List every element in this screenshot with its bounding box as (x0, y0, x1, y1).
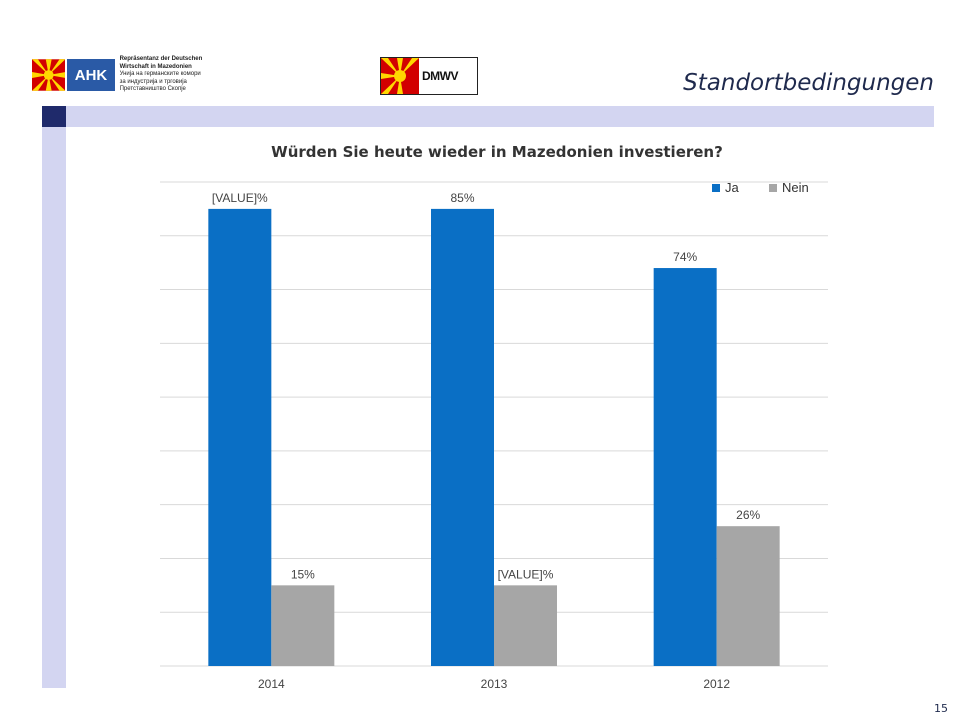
legend-swatch-ja (712, 184, 720, 192)
dmwv-flag-icon (381, 58, 419, 94)
ahk-description: Repräsentanz der Deutschen Wirtschaft in… (120, 56, 208, 94)
page-number: 15 (934, 702, 948, 715)
legend-swatch-nein (769, 184, 777, 192)
ahk-line: Wirtschaft in Mazedonien (119, 63, 192, 70)
x-tick-label: 2012 (703, 677, 730, 691)
dmwv-wordmark: DMWV (422, 69, 459, 83)
x-tick-label: 2014 (258, 677, 285, 691)
legend-label-ja: Ja (725, 180, 740, 195)
ahk-line: Repräsentanz der Deutschen (119, 56, 203, 63)
bar-nein-2012 (716, 526, 780, 666)
left-accent-strip (42, 106, 66, 688)
data-label-ja-2012: 74% (673, 250, 697, 264)
legend-label-nein: Nein (782, 180, 809, 195)
x-tick-label: 2013 (481, 677, 508, 691)
ahk-line: Претставништво Скопје (119, 86, 186, 93)
bar-nein-2014 (271, 585, 335, 666)
ahk-wordmark: AHK (67, 59, 115, 91)
bar-ja-2012 (653, 268, 717, 666)
data-label-nein-2013: [VALUE]% (498, 567, 554, 581)
bar-nein-2013 (494, 585, 557, 666)
data-label-nein-2014: 15% (291, 567, 315, 581)
bar-ja-2013 (431, 208, 494, 666)
data-label-ja-2013: 85% (450, 191, 474, 205)
ahk-line: за индустрија и трговија (119, 78, 187, 85)
slide-title: Standortbedingungen (683, 70, 934, 96)
data-label-nein-2012: 26% (736, 508, 760, 522)
bar-ja-2014 (208, 208, 272, 666)
ahk-line: Унија на германските комори (119, 71, 201, 78)
data-label-ja-2014: [VALUE]% (212, 191, 268, 205)
corner-square (42, 106, 66, 127)
ahk-logo: AHK Repräsentanz der Deutschen Wirtschaf… (32, 56, 208, 94)
macedonia-flag-icon (32, 59, 66, 91)
header-band (42, 106, 934, 127)
chart-title: Würden Sie heute wieder in Mazedonien in… (271, 143, 723, 161)
dmwv-logo: DMWV (380, 57, 478, 95)
